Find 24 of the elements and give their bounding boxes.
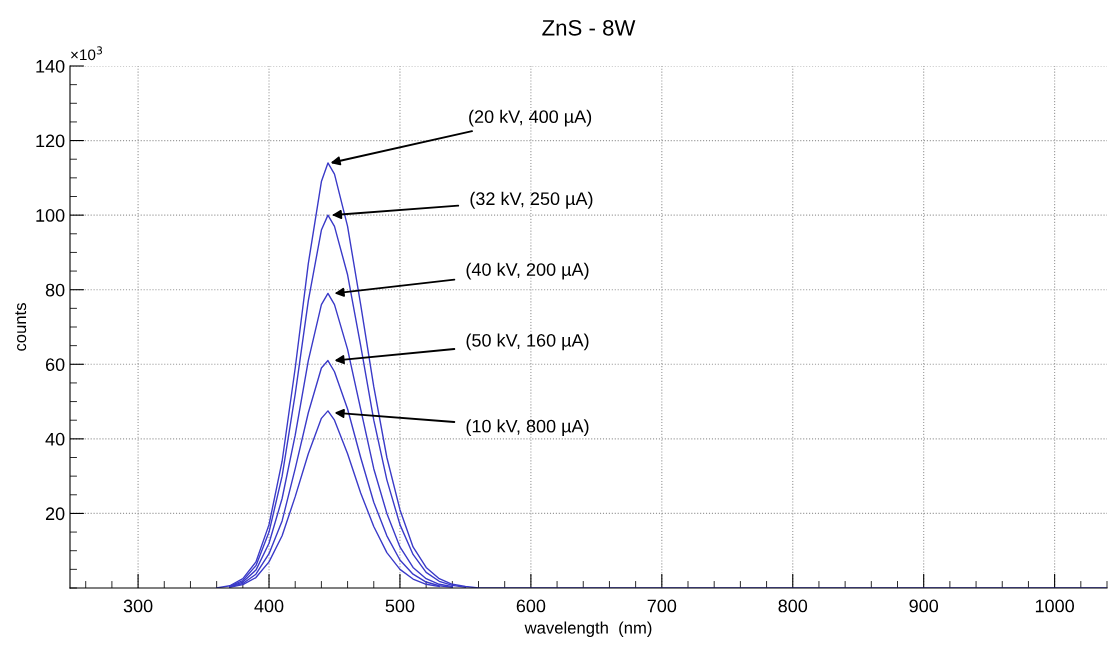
x-axis-title: wavelength (nm) <box>524 621 652 638</box>
x-tick-label: 400 <box>254 599 284 613</box>
x-tick-label: 500 <box>385 599 415 613</box>
y-axis-title: counts <box>15 303 27 351</box>
chart-title: ZnS - 8W <box>542 19 636 36</box>
x-tick-label: 800 <box>778 599 808 613</box>
annotation: (50 kV, 160 µA) <box>466 333 589 351</box>
annotation: (20 kV, 400 µA) <box>469 109 592 127</box>
y-tick-label: 60 <box>45 358 65 372</box>
x-tick-label: 900 <box>909 599 939 613</box>
x-tick-label: 300 <box>123 599 153 613</box>
annotation: (40 kV, 200 µA) <box>466 262 589 280</box>
annotation: (10 kV, 800 µA) <box>466 419 589 437</box>
text: ×10$^{3}$ <box>71 46 103 61</box>
y-tick-label: 140 <box>36 59 65 73</box>
annotation: (32 kV, 250 µA) <box>470 191 593 209</box>
y-tick-label: 40 <box>45 432 65 446</box>
y-tick-label: 20 <box>45 507 65 521</box>
x-tick-label: 1000 <box>1035 599 1075 613</box>
x-tick-label: 600 <box>516 599 546 613</box>
y-tick-label: 120 <box>36 134 65 148</box>
y-tick-label: 100 <box>36 209 65 222</box>
x-tick-label: 700 <box>647 599 677 613</box>
y-tick-label: 80 <box>45 283 65 297</box>
